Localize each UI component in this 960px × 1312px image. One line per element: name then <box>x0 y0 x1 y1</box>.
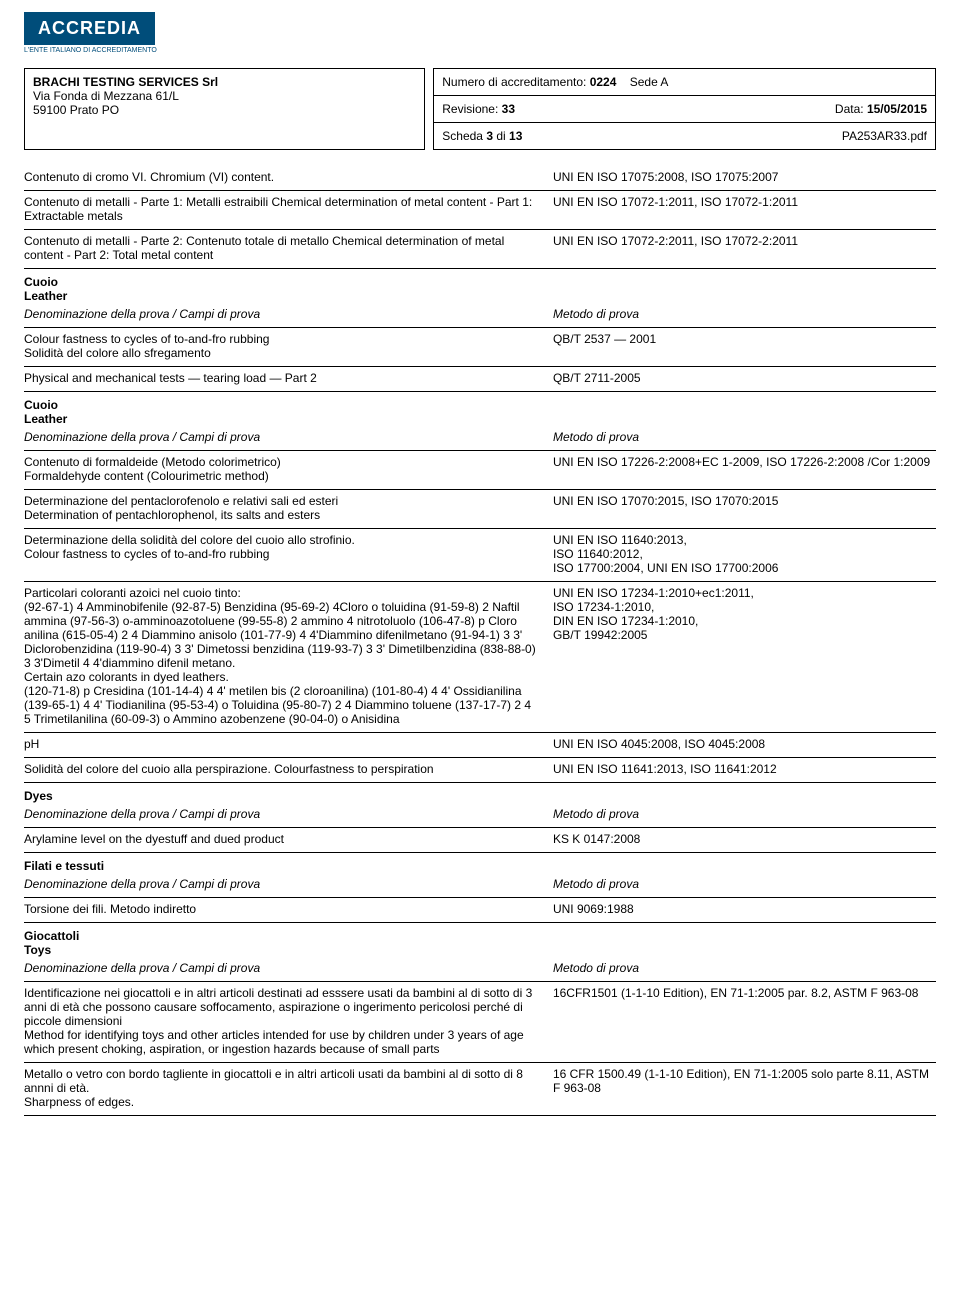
scheda-row: Scheda 3 di 13 PA253AR33.pdf <box>434 123 935 149</box>
row-test-name: Colour fastness to cycles of to-and-fro … <box>24 332 553 360</box>
row-method: QB/T 2537 — 2001 <box>553 332 936 360</box>
row-test-name: pH <box>24 737 553 751</box>
table-row: Denominazione della prova / Campi di pro… <box>24 803 936 828</box>
section-title: CuoioLeather <box>24 392 936 426</box>
row-test-name: Particolari coloranti azoici nel cuoio t… <box>24 586 553 726</box>
logo-badge: ACCREDIA <box>24 12 155 45</box>
row-test-name: Metallo o vetro con bordo tagliente in g… <box>24 1067 553 1109</box>
table-row: Identificazione nei giocattoli e in altr… <box>24 982 936 1063</box>
table-row: Denominazione della prova / Campi di pro… <box>24 303 936 328</box>
row-method: Metodo di prova <box>553 307 936 321</box>
logo-text: ACCREDIA <box>38 18 141 38</box>
row-test-name: Solidità del colore del cuoio alla persp… <box>24 762 553 776</box>
row-method: 16 CFR 1500.49 (1-1-10 Edition), EN 71-1… <box>553 1067 936 1109</box>
table-row: Contenuto di cromo VI. Chromium (VI) con… <box>24 166 936 191</box>
row-method: Metodo di prova <box>553 807 936 821</box>
section-title: GiocattoliToys <box>24 923 936 957</box>
row-method: KS K 0147:2008 <box>553 832 936 846</box>
row-test-name: Denominazione della prova / Campi di pro… <box>24 307 553 321</box>
row-test-name: Physical and mechanical tests — tearing … <box>24 371 553 385</box>
table-row: Physical and mechanical tests — tearing … <box>24 367 936 392</box>
row-test-name: Determinazione del pentaclorofenolo e re… <box>24 494 553 522</box>
row-test-name: Determinazione della solidità del colore… <box>24 533 553 575</box>
table-row: Solidità del colore del cuoio alla persp… <box>24 758 936 783</box>
section-title: Filati e tessuti <box>24 853 936 873</box>
row-method: Metodo di prova <box>553 877 936 891</box>
row-method: Metodo di prova <box>553 430 936 444</box>
header-row: BRACHI TESTING SERVICES Srl Via Fonda di… <box>24 68 936 150</box>
row-method: UNI EN ISO 11641:2013, ISO 11641:2012 <box>553 762 936 776</box>
table-row: pHUNI EN ISO 4045:2008, ISO 4045:2008 <box>24 733 936 758</box>
accred-row: Numero di accreditamento: 0224 Sede A <box>434 69 935 96</box>
row-test-name: Denominazione della prova / Campi di pro… <box>24 877 553 891</box>
table-row: Contenuto di formaldeide (Metodo colorim… <box>24 451 936 490</box>
row-test-name: Contenuto di formaldeide (Metodo colorim… <box>24 455 553 483</box>
revision-row: Revisione: 33 Data: 15/05/2015 <box>434 96 935 123</box>
table-row: Metallo o vetro con bordo tagliente in g… <box>24 1063 936 1116</box>
content-area: Contenuto di cromo VI. Chromium (VI) con… <box>24 166 936 1116</box>
row-test-name: Denominazione della prova / Campi di pro… <box>24 430 553 444</box>
row-method: Metodo di prova <box>553 961 936 975</box>
row-method: UNI EN ISO 11640:2013, ISO 11640:2012, I… <box>553 533 936 575</box>
table-row: Determinazione della solidità del colore… <box>24 529 936 582</box>
row-test-name: Contenuto di metalli - Parte 2: Contenut… <box>24 234 553 262</box>
table-row: Contenuto di metalli - Parte 1: Metalli … <box>24 191 936 230</box>
row-test-name: Contenuto di metalli - Parte 1: Metalli … <box>24 195 553 223</box>
row-test-name: Denominazione della prova / Campi di pro… <box>24 807 553 821</box>
row-test-name: Contenuto di cromo VI. Chromium (VI) con… <box>24 170 553 184</box>
company-name: BRACHI TESTING SERVICES Srl <box>33 75 416 89</box>
logo-subtitle: L'ENTE ITALIANO DI ACCREDITAMENTO <box>24 47 936 54</box>
row-method: UNI EN ISO 17072-2:2011, ISO 17072-2:201… <box>553 234 936 262</box>
table-row: Determinazione del pentaclorofenolo e re… <box>24 490 936 529</box>
row-method: UNI 9069:1988 <box>553 902 936 916</box>
company-addr1: Via Fonda di Mezzana 61/L <box>33 89 416 103</box>
row-test-name: Identificazione nei giocattoli e in altr… <box>24 986 553 1056</box>
row-method: UNI EN ISO 17070:2015, ISO 17070:2015 <box>553 494 936 522</box>
section-title: Dyes <box>24 783 936 803</box>
header-meta-box: Numero di accreditamento: 0224 Sede A Re… <box>433 68 936 150</box>
table-row: Denominazione della prova / Campi di pro… <box>24 873 936 898</box>
row-test-name: Arylamine level on the dyestuff and dued… <box>24 832 553 846</box>
row-method: UNI EN ISO 17075:2008, ISO 17075:2007 <box>553 170 936 184</box>
row-method: QB/T 2711-2005 <box>553 371 936 385</box>
row-method: UNI EN ISO 17234-1:2010+ec1:2011, ISO 17… <box>553 586 936 726</box>
header-company-box: BRACHI TESTING SERVICES Srl Via Fonda di… <box>24 68 425 150</box>
table-row: Denominazione della prova / Campi di pro… <box>24 426 936 451</box>
file-name: PA253AR33.pdf <box>842 129 927 143</box>
row-test-name: Torsione dei fili. Metodo indiretto <box>24 902 553 916</box>
table-row: Arylamine level on the dyestuff and dued… <box>24 828 936 853</box>
row-method: 16CFR1501 (1-1-10 Edition), EN 71-1:2005… <box>553 986 936 1056</box>
table-row: Denominazione della prova / Campi di pro… <box>24 957 936 982</box>
row-test-name: Denominazione della prova / Campi di pro… <box>24 961 553 975</box>
company-addr2: 59100 Prato PO <box>33 103 416 117</box>
table-row: Colour fastness to cycles of to-and-fro … <box>24 328 936 367</box>
table-row: Torsione dei fili. Metodo indirettoUNI 9… <box>24 898 936 923</box>
section-title: CuoioLeather <box>24 269 936 303</box>
row-method: UNI EN ISO 17072-1:2011, ISO 17072-1:201… <box>553 195 936 223</box>
table-row: Particolari coloranti azoici nel cuoio t… <box>24 582 936 733</box>
row-method: UNI EN ISO 17226-2:2008+EC 1-2009, ISO 1… <box>553 455 936 483</box>
row-method: UNI EN ISO 4045:2008, ISO 4045:2008 <box>553 737 936 751</box>
accred-text: Numero di accreditamento: 0224 Sede A <box>442 75 668 89</box>
table-row: Contenuto di metalli - Parte 2: Contenut… <box>24 230 936 269</box>
